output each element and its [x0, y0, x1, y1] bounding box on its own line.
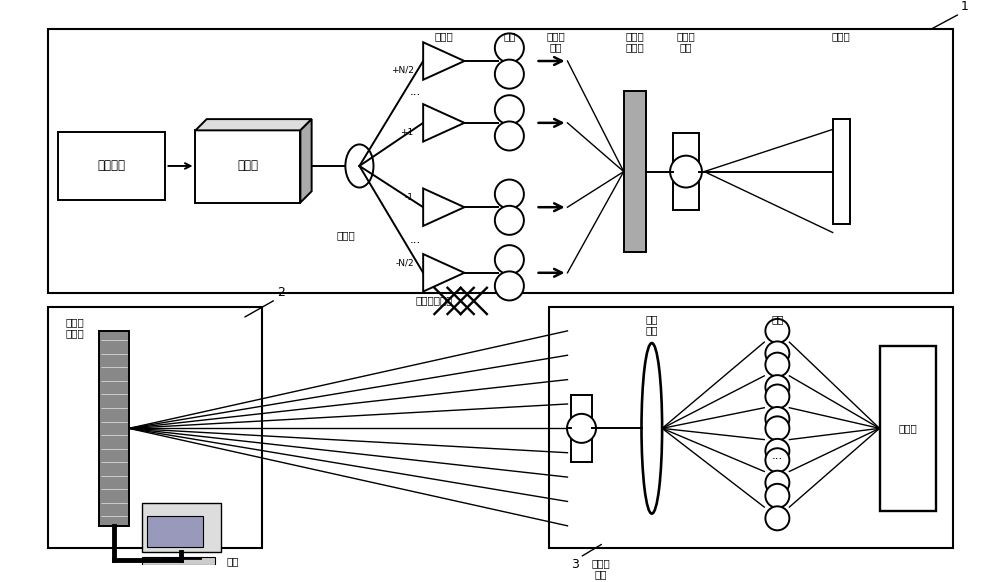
- Polygon shape: [423, 189, 464, 226]
- Polygon shape: [423, 254, 464, 292]
- FancyBboxPatch shape: [142, 557, 215, 565]
- Text: 小孔滤
波器: 小孔滤 波器: [592, 558, 611, 579]
- Text: 小孔滤
波器: 小孔滤 波器: [677, 31, 695, 52]
- Text: -1: -1: [405, 193, 414, 203]
- Circle shape: [495, 122, 524, 151]
- Text: 分束器: 分束器: [337, 230, 356, 240]
- Polygon shape: [99, 331, 129, 526]
- Text: 探测器: 探测器: [898, 423, 917, 434]
- Circle shape: [765, 375, 789, 399]
- Polygon shape: [624, 91, 646, 252]
- FancyBboxPatch shape: [880, 346, 936, 511]
- Circle shape: [765, 385, 789, 409]
- FancyBboxPatch shape: [673, 133, 699, 210]
- Circle shape: [495, 59, 524, 88]
- Circle shape: [765, 319, 789, 343]
- Text: 光纤: 光纤: [503, 31, 516, 41]
- Circle shape: [765, 448, 789, 472]
- Text: ...: ...: [410, 233, 421, 247]
- Text: 空间光
调制器: 空间光 调制器: [65, 317, 84, 339]
- Polygon shape: [300, 119, 312, 203]
- Text: ...: ...: [772, 449, 783, 462]
- Text: 放大器: 放大器: [434, 31, 453, 41]
- Circle shape: [765, 439, 789, 463]
- Text: 光纤: 光纤: [771, 314, 784, 324]
- Polygon shape: [423, 104, 464, 141]
- FancyBboxPatch shape: [833, 119, 850, 224]
- Circle shape: [495, 95, 524, 125]
- Text: +1: +1: [401, 127, 414, 137]
- Circle shape: [765, 353, 789, 377]
- Ellipse shape: [642, 343, 662, 514]
- Text: ...: ...: [410, 86, 421, 98]
- Circle shape: [765, 407, 789, 431]
- Circle shape: [495, 180, 524, 208]
- Polygon shape: [195, 119, 312, 130]
- Text: 1: 1: [961, 0, 969, 13]
- Text: 反光镜: 反光镜: [832, 31, 850, 41]
- Circle shape: [567, 414, 596, 443]
- Circle shape: [765, 416, 789, 441]
- Text: 3: 3: [571, 558, 579, 571]
- Ellipse shape: [345, 144, 373, 187]
- Text: 自由空间传输: 自由空间传输: [416, 295, 453, 306]
- FancyBboxPatch shape: [195, 130, 300, 203]
- Circle shape: [495, 206, 524, 235]
- FancyBboxPatch shape: [58, 132, 165, 200]
- Text: 空间准
直器: 空间准 直器: [547, 31, 566, 52]
- Circle shape: [765, 506, 789, 530]
- FancyBboxPatch shape: [571, 395, 592, 462]
- Text: 电脑: 电脑: [226, 556, 239, 566]
- FancyBboxPatch shape: [48, 307, 262, 548]
- FancyBboxPatch shape: [147, 516, 203, 547]
- Circle shape: [765, 342, 789, 365]
- Polygon shape: [423, 42, 464, 80]
- Text: 显微
物镜: 显微 物镜: [646, 314, 658, 336]
- Text: 2: 2: [277, 286, 285, 299]
- Circle shape: [670, 155, 702, 187]
- FancyBboxPatch shape: [48, 29, 953, 293]
- Text: +N/2: +N/2: [391, 66, 414, 75]
- Text: 涡旋达
曼光栅: 涡旋达 曼光栅: [626, 31, 644, 52]
- FancyBboxPatch shape: [142, 503, 221, 552]
- Circle shape: [495, 33, 524, 62]
- FancyBboxPatch shape: [549, 307, 953, 548]
- Circle shape: [495, 271, 524, 300]
- Circle shape: [495, 245, 524, 274]
- Circle shape: [765, 471, 789, 495]
- Text: 调制器: 调制器: [238, 159, 259, 172]
- Text: 光发射器: 光发射器: [98, 159, 126, 172]
- Circle shape: [765, 484, 789, 508]
- Text: -N/2: -N/2: [395, 259, 414, 268]
